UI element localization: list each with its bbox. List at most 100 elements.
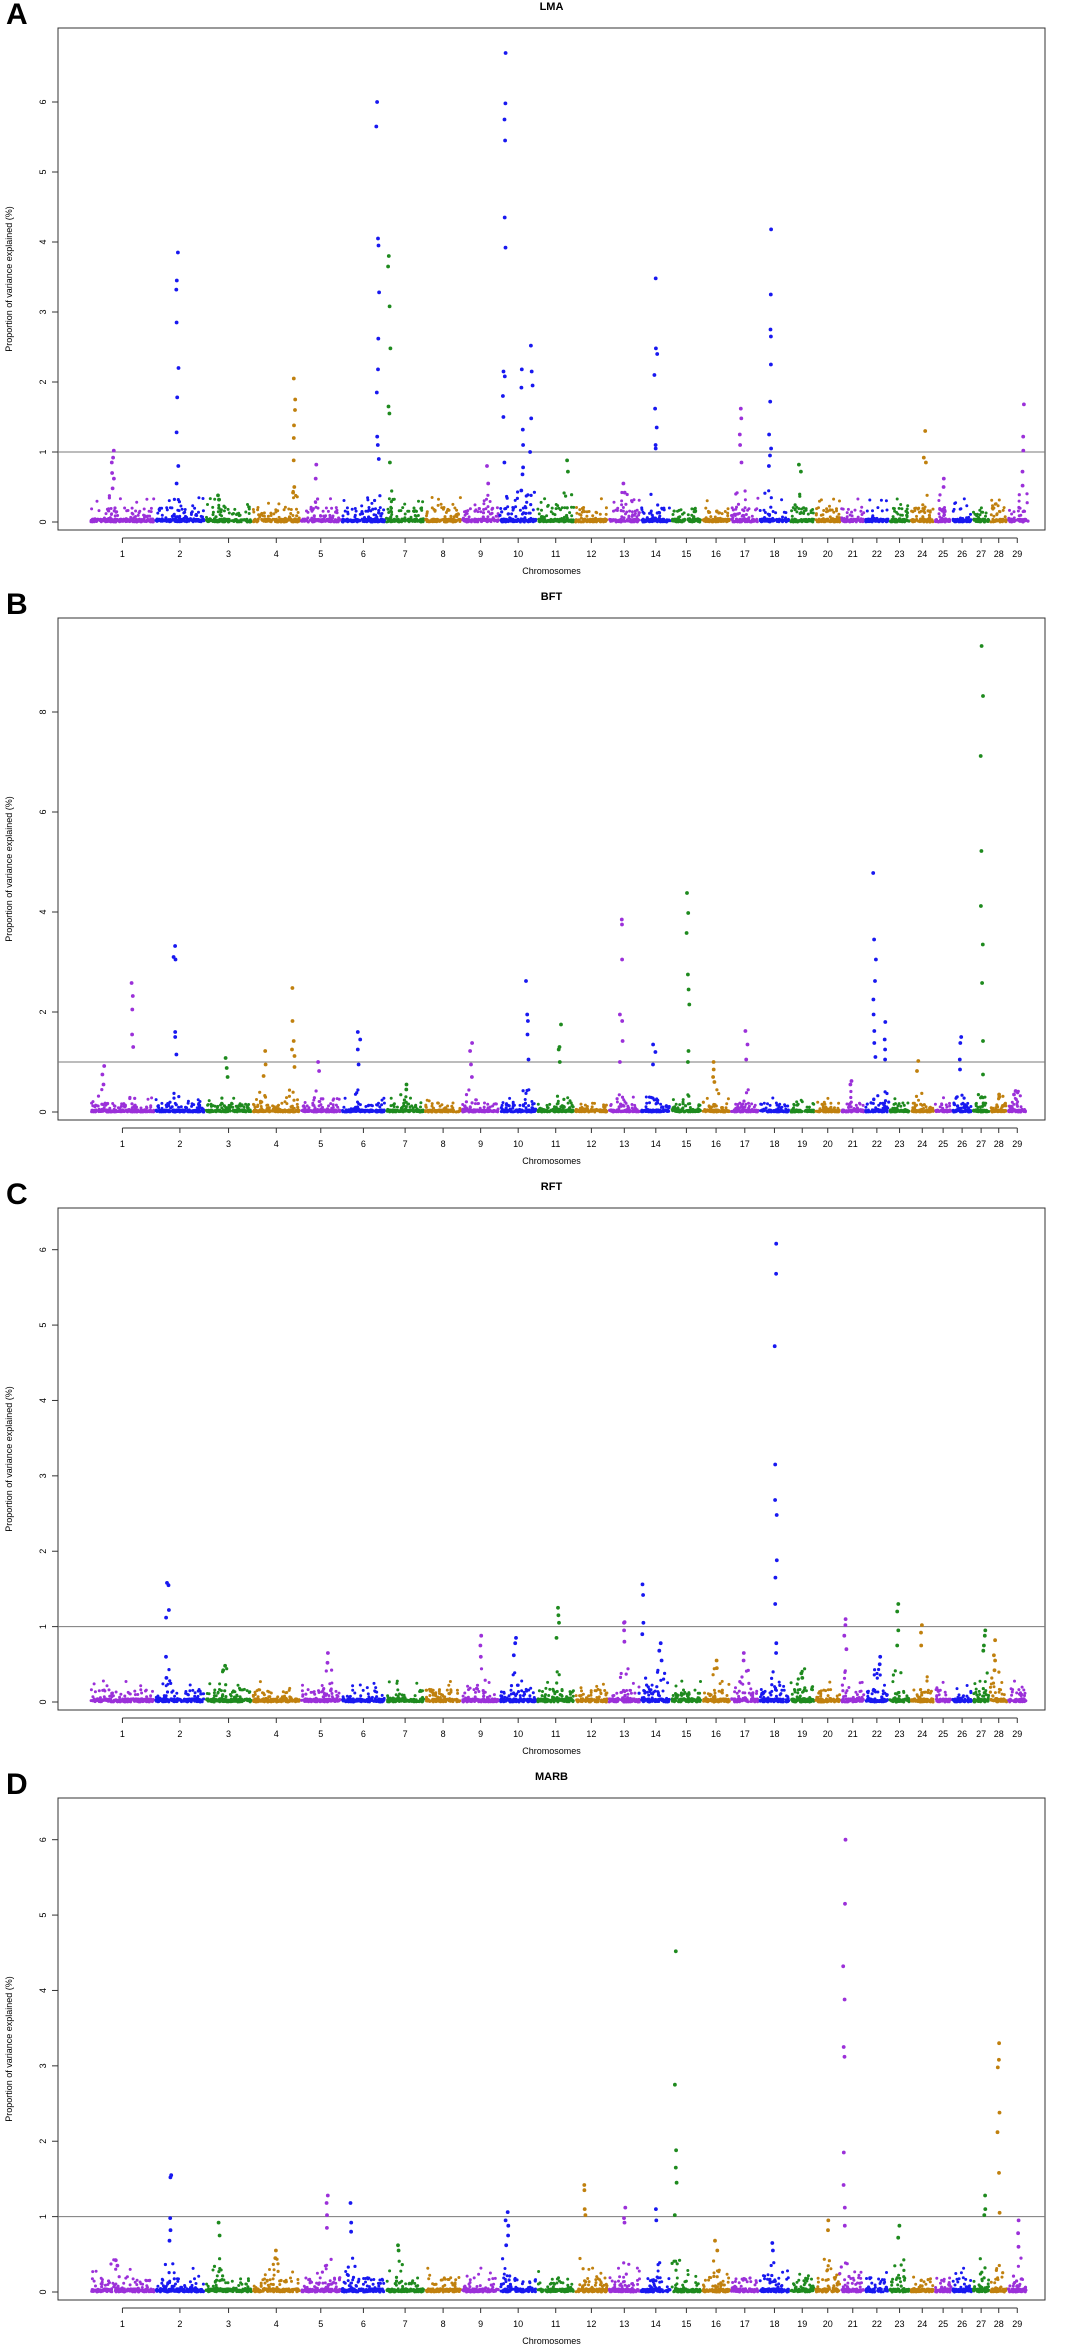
baseline-point [549, 510, 553, 514]
baseline-point [360, 510, 364, 514]
baseline-point [307, 1110, 311, 1113]
baseline-point [346, 510, 350, 514]
baseline-point [132, 516, 136, 520]
baseline-point [290, 520, 294, 524]
baseline-point [309, 505, 313, 509]
baseline-point [131, 512, 135, 516]
baseline-point [677, 508, 681, 512]
snp-point [174, 481, 179, 486]
baseline-point [792, 518, 796, 522]
baseline-point [415, 517, 419, 521]
baseline-point [206, 503, 209, 506]
baseline-point [832, 520, 836, 524]
baseline-point [409, 515, 413, 519]
baseline-point [630, 499, 633, 503]
baseline-point [571, 520, 575, 524]
baseline-point [539, 500, 543, 504]
baseline-point [641, 518, 645, 522]
baseline-point [253, 519, 257, 523]
baseline-point [304, 1109, 308, 1113]
baseline-point [829, 519, 833, 522]
snp-point [769, 446, 773, 451]
baseline-point [426, 1109, 430, 1113]
baseline-point [1019, 513, 1023, 517]
baseline-point [462, 1110, 466, 1114]
snp-point [293, 397, 298, 402]
baseline-point [545, 1103, 549, 1107]
baseline-point [523, 1098, 527, 1101]
baseline-point [175, 1108, 179, 1112]
baseline-point [937, 512, 941, 516]
snp-point [565, 513, 569, 518]
snp-point [943, 517, 948, 521]
baseline-point [291, 514, 295, 517]
baseline-point [890, 518, 894, 521]
snp-point [111, 448, 116, 453]
baseline-point [458, 518, 461, 522]
peak-chr-29 [1017, 402, 1030, 523]
baseline-point [909, 518, 913, 522]
baseline-point [327, 1110, 331, 1114]
snp-point [486, 493, 490, 497]
baseline-point [165, 506, 169, 510]
snp-point [291, 436, 296, 440]
baseline-point [840, 507, 844, 511]
snp-point [924, 460, 928, 465]
baseline-point [440, 506, 444, 510]
baseline-point [483, 1110, 487, 1114]
baseline-point [1021, 510, 1025, 514]
baseline-point [959, 507, 963, 511]
baseline-point [412, 509, 415, 513]
baseline-point [451, 1106, 455, 1110]
baseline-point [587, 510, 591, 513]
baseline-point [438, 1104, 442, 1108]
baseline-point [109, 1109, 113, 1113]
baseline-point [217, 1109, 221, 1113]
baseline-point [671, 513, 675, 516]
x-tick-label: 19 [797, 549, 807, 559]
baseline-point [715, 509, 719, 513]
x-tick-label: 19 [797, 1139, 807, 1149]
baseline-point [793, 508, 797, 512]
baseline-point [921, 515, 925, 519]
baseline-point [478, 1106, 482, 1110]
snp-point [502, 215, 507, 220]
baseline-point [125, 509, 129, 513]
baseline-point [178, 514, 182, 518]
baseline-point [583, 510, 587, 514]
snp-point [481, 515, 485, 519]
baseline-point [324, 506, 328, 510]
baseline-point [197, 510, 200, 514]
baseline-point [390, 513, 394, 516]
snp-point [521, 443, 525, 447]
baseline-point [566, 1096, 570, 1100]
baseline-point [795, 505, 799, 509]
snp-point [502, 460, 507, 465]
baseline-point [877, 519, 880, 523]
baseline-point [682, 511, 686, 515]
peak-chr-14 [649, 276, 662, 517]
baseline-point [319, 1103, 323, 1107]
baseline-point [871, 509, 874, 513]
baseline-point [165, 519, 169, 523]
baseline-point [167, 499, 171, 503]
baseline-point [994, 502, 998, 506]
x-tick-label: 24 [917, 549, 927, 559]
x-tick-label: 28 [994, 1139, 1004, 1149]
baseline-point [790, 514, 794, 518]
snp-point [501, 394, 505, 398]
baseline-point [779, 518, 783, 522]
x-tick-label: 18 [769, 1139, 779, 1149]
baseline-point [454, 1110, 458, 1114]
baseline-point [341, 514, 345, 518]
baseline-point [442, 520, 446, 524]
snp-point [528, 450, 532, 454]
baseline-point [395, 1105, 399, 1109]
baseline-point [992, 514, 996, 518]
baseline-point [997, 498, 1001, 502]
baseline-point [1008, 508, 1011, 512]
baseline-point [143, 519, 147, 523]
baseline-point [468, 518, 472, 522]
baseline-point [442, 1107, 446, 1111]
y-tick-label: 2 [38, 379, 48, 384]
